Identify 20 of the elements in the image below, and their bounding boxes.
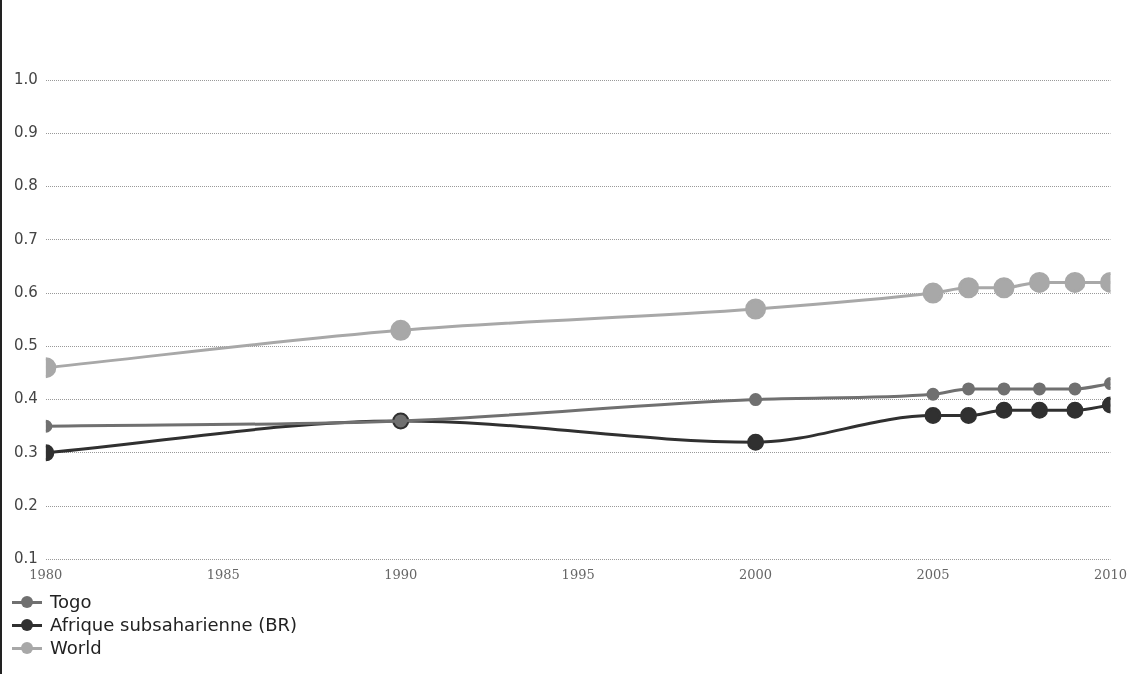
x-tick-label: 1980 <box>29 566 63 582</box>
y-tick-label: 1.0 <box>14 69 38 88</box>
y-tick-label: 0.8 <box>14 176 38 195</box>
x-tick-label: 1990 <box>384 566 418 582</box>
y-tick-label: 0.7 <box>14 229 38 248</box>
x-tick-label: 2010 <box>1093 566 1127 582</box>
y-tick-label: 0.9 <box>14 123 38 142</box>
x-tick-label: 2000 <box>739 566 773 582</box>
y-tick-label: 0.3 <box>14 442 38 461</box>
y-tick-label: 0.6 <box>14 282 38 301</box>
y-tick-label: 0.1 <box>14 549 38 568</box>
legend-label: Afrique subsaharienne (BR) <box>50 614 298 635</box>
y-tick-label: 0.4 <box>14 389 38 408</box>
x-tick-label: 1995 <box>561 566 595 582</box>
x-tick-label: 2005 <box>916 566 950 582</box>
y-tick-label: 0.2 <box>14 496 38 515</box>
x-tick-label: 1985 <box>206 566 240 582</box>
legend-label: World <box>50 637 102 658</box>
legend-label: Togo <box>50 591 92 612</box>
y-tick-label: 0.5 <box>14 336 38 355</box>
